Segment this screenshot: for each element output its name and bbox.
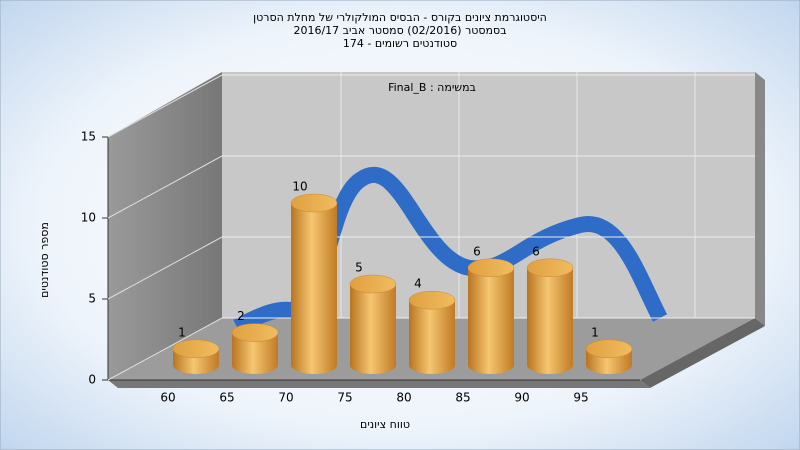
grid-line (107, 317, 223, 381)
y-tick-label: 5 (88, 292, 96, 306)
data-label: 5 (355, 261, 363, 275)
annotation: Final_B : במשימה (388, 81, 476, 94)
x-tick-label: 60 (160, 391, 175, 405)
y-axis-label: מספר סטודנטים (38, 222, 51, 298)
x-axis-label: טווח ציונים (360, 418, 410, 431)
bar-cap (290, 193, 338, 213)
data-label: 1 (591, 325, 599, 339)
side-wall (108, 72, 222, 380)
bar-cap (526, 258, 574, 278)
grid-line (107, 155, 223, 219)
chart-subtitle: בסמסטר (02/2016) סמסטר אביב 2016/17 (293, 24, 506, 37)
data-label: 1 (178, 325, 186, 339)
x-tick-label: 65 (219, 391, 234, 405)
bar-cap (585, 339, 633, 359)
bar (291, 203, 337, 374)
x-tick-label: 90 (514, 391, 529, 405)
chart-subtitle: סטודנטים רשומים - 174 (343, 37, 457, 50)
bar-cap (349, 274, 397, 294)
chart-title: היסטוגרמת ציונים בקורס - הבסיס המולקולרי… (253, 11, 547, 24)
x-tick-label: 95 (573, 391, 588, 405)
floor-front-edge (108, 380, 650, 388)
y-tick-label: 15 (81, 130, 96, 144)
bar (468, 267, 514, 374)
data-label: 4 (414, 277, 422, 291)
bar-cap (408, 290, 456, 310)
floor-edge (640, 318, 765, 388)
bar (527, 267, 573, 374)
data-label: 10 (292, 180, 307, 194)
x-tick-label: 75 (337, 391, 352, 405)
bar (409, 300, 455, 374)
bar-cap (467, 258, 515, 278)
x-tick-label: 85 (455, 391, 470, 405)
bar (232, 332, 278, 374)
vertical-grid (340, 72, 696, 318)
y-tick-label: 10 (81, 211, 96, 225)
grid-line (107, 74, 223, 138)
data-label: 6 (473, 244, 481, 258)
bar-cap (231, 323, 279, 342)
y-tick-label: 0 (88, 373, 96, 387)
bar-cap (172, 339, 220, 359)
back-wall-edge (755, 72, 765, 326)
x-tick-label: 80 (396, 391, 411, 405)
data-label: 6 (532, 244, 540, 258)
grid-line (107, 236, 223, 300)
data-label: 2 (237, 309, 245, 323)
bar (350, 284, 396, 374)
x-tick-label: 70 (278, 391, 293, 405)
